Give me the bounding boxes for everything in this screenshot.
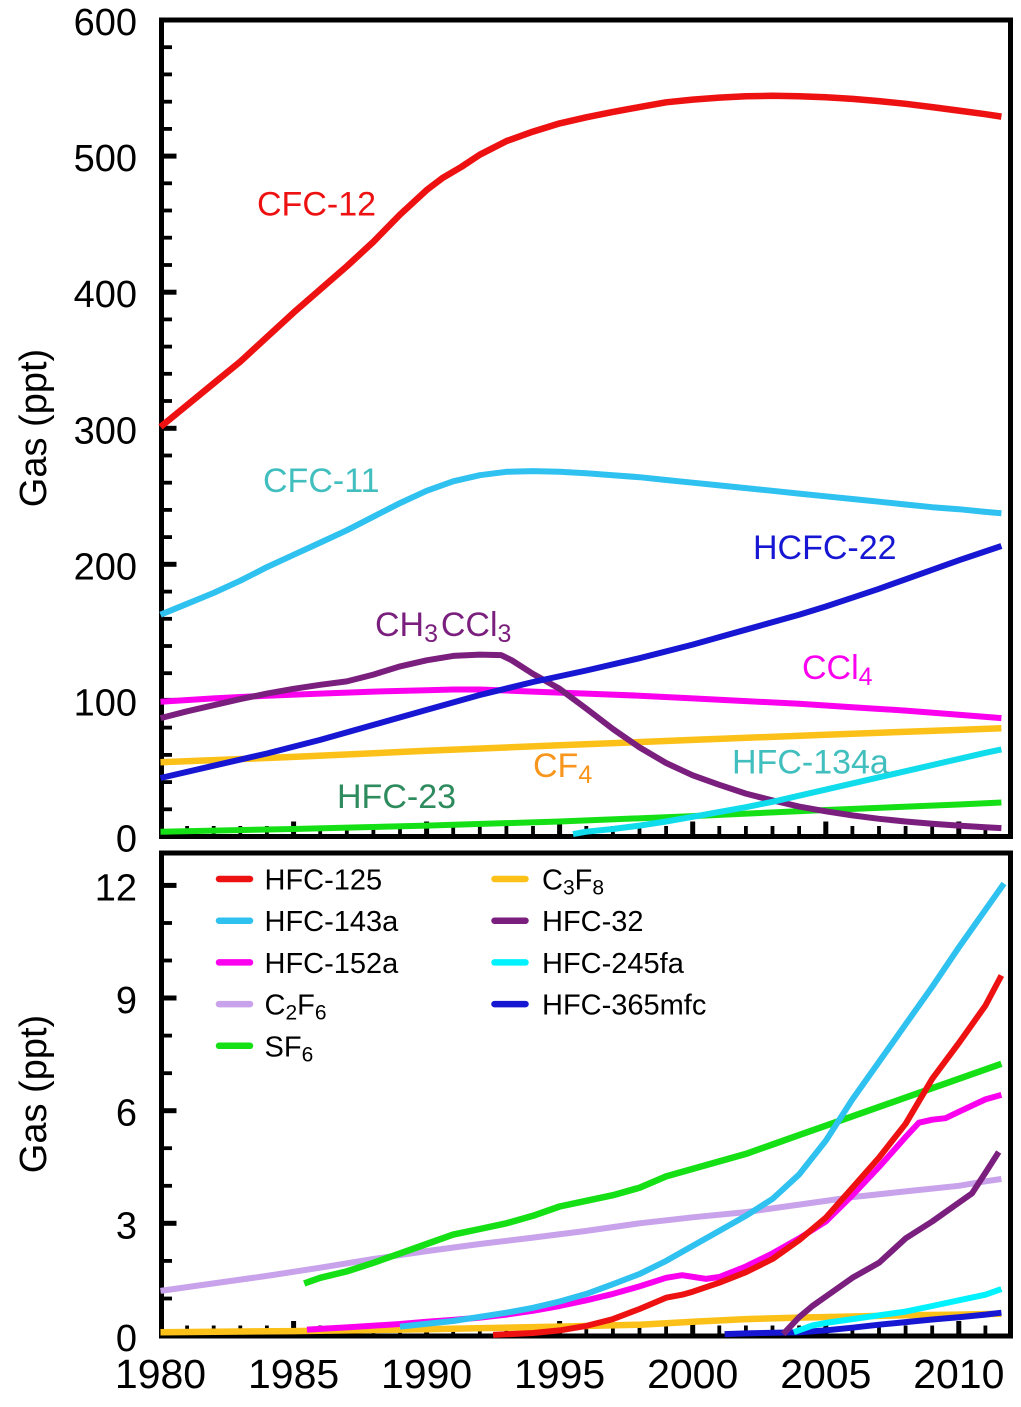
svg-text:Gas (ppt): Gas (ppt) (13, 349, 55, 507)
svg-text:CFC-12: CFC-12 (257, 186, 376, 224)
svg-text:12: 12 (95, 867, 137, 909)
svg-text:2000: 2000 (647, 1351, 738, 1397)
svg-text:HFC-32: HFC-32 (542, 906, 644, 938)
svg-text:100: 100 (74, 682, 137, 724)
svg-text:CF4: CF4 (533, 747, 592, 789)
svg-text:200: 200 (74, 546, 137, 588)
svg-text:2005: 2005 (780, 1351, 871, 1397)
svg-text:CFC-11: CFC-11 (263, 462, 380, 500)
svg-text:Gas (ppt): Gas (ppt) (13, 1015, 55, 1173)
svg-text:HFC-23: HFC-23 (337, 778, 456, 816)
svg-text:1990: 1990 (381, 1351, 472, 1397)
svg-text:3: 3 (116, 1205, 137, 1247)
svg-text:HFC-152a: HFC-152a (265, 948, 400, 980)
svg-text:1980: 1980 (115, 1351, 206, 1397)
svg-text:HFC-143a: HFC-143a (265, 906, 400, 938)
svg-text:C2F6: C2F6 (265, 990, 327, 1025)
svg-text:2010: 2010 (913, 1351, 1004, 1397)
svg-text:HFC-245fa: HFC-245fa (542, 948, 685, 980)
svg-text:CCl4: CCl4 (802, 649, 873, 691)
svg-text:HCFC-22: HCFC-22 (753, 529, 897, 567)
svg-text:1995: 1995 (514, 1351, 605, 1397)
svg-text:500: 500 (74, 138, 137, 180)
svg-text:HFC-125: HFC-125 (265, 865, 383, 897)
svg-text:300: 300 (74, 410, 137, 452)
svg-text:HFC-134a: HFC-134a (732, 744, 889, 782)
svg-text:0: 0 (116, 1318, 137, 1360)
svg-text:6: 6 (116, 1093, 137, 1135)
svg-text:0: 0 (116, 819, 137, 861)
svg-text:SF6: SF6 (265, 1031, 314, 1066)
svg-text:C3F8: C3F8 (542, 865, 604, 900)
svg-text:400: 400 (74, 274, 137, 316)
svg-text:9: 9 (116, 980, 137, 1022)
svg-text:600: 600 (74, 2, 137, 44)
svg-text:CH3 CCl3: CH3 CCl3 (375, 606, 511, 648)
svg-text:HFC-365mfc: HFC-365mfc (542, 990, 706, 1022)
svg-text:1985: 1985 (248, 1351, 339, 1397)
